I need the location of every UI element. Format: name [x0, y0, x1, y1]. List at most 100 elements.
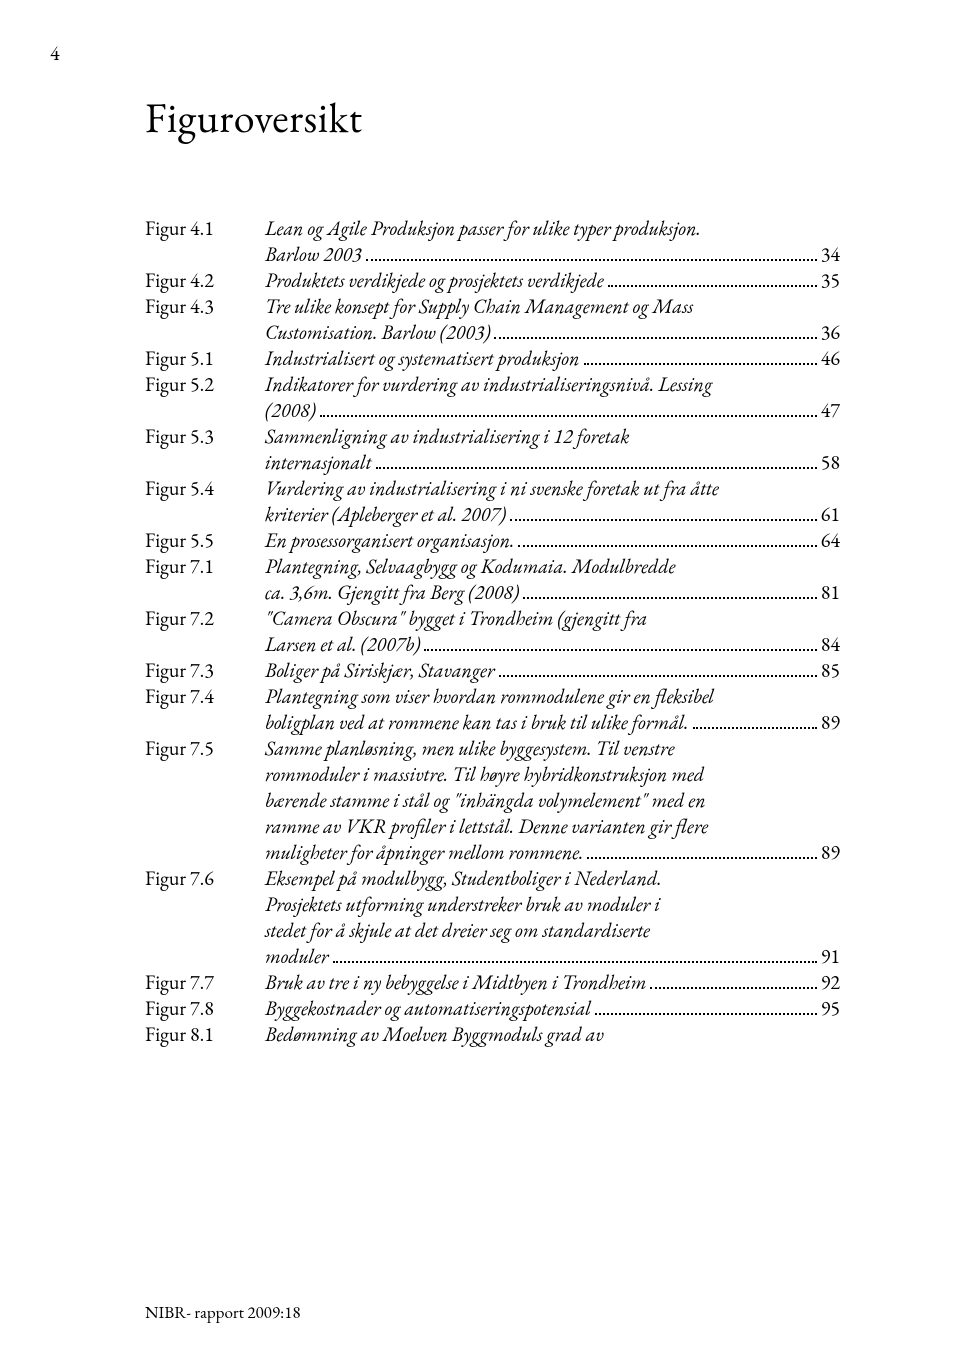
- report-footer: NIBR- rapport 2009:18: [145, 1302, 301, 1324]
- entry-line: stedet for å skjule at det dreier seg om…: [265, 917, 840, 943]
- entry-text: moduler: [265, 943, 329, 969]
- figure-entry: Figur 4.3Tre ulike konsept for Supply Ch…: [145, 293, 840, 345]
- figure-description: Vurdering av industrialisering i ni sven…: [265, 475, 840, 527]
- entry-line: Bruk av tre i ny bebyggelse i Midtbyen i…: [265, 969, 840, 995]
- entry-line: (2008) 47: [265, 397, 840, 423]
- figure-label: Figur 7.8: [145, 995, 265, 1021]
- figure-label: Figur 7.6: [145, 865, 265, 891]
- leader-dots: [587, 841, 816, 859]
- entry-line: Byggekostnader og automatiseringspotensi…: [265, 995, 840, 1021]
- entry-text: Plantegning, Selvaagbygg og Kodumaia. Mo…: [265, 553, 675, 579]
- entry-text: Lean og Agile Produksjon passer for ulik…: [265, 215, 701, 241]
- figure-description: Bruk av tre i ny bebyggelse i Midtbyen i…: [265, 969, 840, 995]
- figure-entry: Figur 5.1Industrialisert og systematiser…: [145, 345, 840, 371]
- figure-label: Figur 5.5: [145, 527, 265, 553]
- figure-label: Figur 7.3: [145, 657, 265, 683]
- figure-description: Bedømming av Moelven Byggmoduls grad av: [265, 1021, 840, 1047]
- leader-dots: [376, 451, 817, 469]
- figure-label: Figur 7.7: [145, 969, 265, 995]
- figure-entry: Figur 7.1Plantegning, Selvaagbygg og Kod…: [145, 553, 840, 605]
- entry-line: Prosjektets utforming understreker bruk …: [265, 891, 840, 917]
- figure-entry: Figur 4.2Produktets verdikjede og prosje…: [145, 267, 840, 293]
- figure-description: Industrialisert og systematisert produks…: [265, 345, 840, 371]
- entry-page: 35: [821, 267, 840, 293]
- entry-text: Samme planløsning, men ulike byggesystem…: [265, 735, 675, 761]
- figure-entry: Figur 5.3Sammenligning av industrialiser…: [145, 423, 840, 475]
- entry-page: 64: [821, 527, 840, 553]
- entry-text: boligplan ved at rommene kan tas i bruk …: [265, 709, 689, 735]
- entry-line: En prosessorganisert organisasjon. 64: [265, 527, 840, 553]
- figure-description: Produktets verdikjede og prosjektets ver…: [265, 267, 840, 293]
- figure-list: Figur 4.1Lean og Agile Produksjon passer…: [145, 215, 840, 1047]
- entry-page: 89: [821, 839, 840, 865]
- entry-page: 89: [821, 709, 840, 735]
- figure-entry: Figur 7.6Eksempel på modulbygg, Studentb…: [145, 865, 840, 969]
- entry-text: Eksempel på modulbygg, Studentboliger i …: [265, 865, 662, 891]
- entry-text: (2008): [265, 397, 316, 423]
- figure-label: Figur 4.1: [145, 215, 265, 241]
- leader-dots: [494, 321, 816, 339]
- entry-page: 46: [821, 345, 840, 371]
- figure-label: Figur 5.2: [145, 371, 265, 397]
- leader-dots: [333, 945, 817, 963]
- figure-entry: Figur 7.7Bruk av tre i ny bebyggelse i M…: [145, 969, 840, 995]
- figure-entry: Figur 7.5Samme planløsning, men ulike by…: [145, 735, 840, 865]
- leader-dots: [693, 711, 817, 729]
- figure-label: Figur 7.4: [145, 683, 265, 709]
- entry-text: Customisation. Barlow (2003): [265, 319, 490, 345]
- entry-page: 81: [821, 579, 840, 605]
- leader-dots: [499, 659, 817, 677]
- entry-line: ca. 3,6m. Gjengitt fra Berg (2008) 81: [265, 579, 840, 605]
- entry-text: Bedømming av Moelven Byggmoduls grad av: [265, 1021, 604, 1047]
- entry-text: rommoduler i massivtre. Til høyre hybrid…: [265, 761, 704, 787]
- figure-description: Plantegning som viser hvordan rommodulen…: [265, 683, 840, 735]
- entry-page: 91: [821, 943, 840, 969]
- entry-line: Plantegning som viser hvordan rommodulen…: [265, 683, 840, 709]
- entry-text: bærende stamme i stål og "inhängda volym…: [265, 787, 706, 813]
- entry-line: Industrialisert og systematisert produks…: [265, 345, 840, 371]
- entry-text: Produktets verdikjede og prosjektets ver…: [265, 267, 604, 293]
- figure-entry: Figur 7.2"Camera Obscura" bygget i Trond…: [145, 605, 840, 657]
- entry-line: Vurdering av industrialisering i ni sven…: [265, 475, 840, 501]
- entry-page: 84: [821, 631, 840, 657]
- figure-label: Figur 7.1: [145, 553, 265, 579]
- entry-text: ca. 3,6m. Gjengitt fra Berg (2008): [265, 579, 519, 605]
- entry-text: muligheter for åpninger mellom rommene.: [265, 839, 583, 865]
- entry-line: Plantegning, Selvaagbygg og Kodumaia. Mo…: [265, 553, 840, 579]
- leader-dots: [650, 971, 816, 989]
- entry-page: 47: [821, 397, 840, 423]
- figure-description: En prosessorganisert organisasjon. 64: [265, 527, 840, 553]
- entry-line: Produktets verdikjede og prosjektets ver…: [265, 267, 840, 293]
- figure-description: Boliger på Siriskjær, Stavanger 85: [265, 657, 840, 683]
- figure-description: Eksempel på modulbygg, Studentboliger i …: [265, 865, 840, 969]
- entry-page: 36: [821, 319, 840, 345]
- page-title: Figuroversikt: [145, 90, 840, 145]
- figure-label: Figur 5.4: [145, 475, 265, 501]
- entry-line: kriterier (Apleberger et al. 2007) 61: [265, 501, 840, 527]
- entry-line: Tre ulike konsept for Supply Chain Manag…: [265, 293, 840, 319]
- entry-text: Sammenligning av industrialisering i 12 …: [265, 423, 629, 449]
- figure-description: Sammenligning av industrialisering i 12 …: [265, 423, 840, 475]
- entry-line: Barlow 2003 34: [265, 241, 840, 267]
- entry-line: Larsen et al. (2007b) 84: [265, 631, 840, 657]
- entry-text: Industrialisert og systematisert produks…: [265, 345, 580, 371]
- entry-text: Plantegning som viser hvordan rommodulen…: [265, 683, 714, 709]
- entry-text: kriterier (Apleberger et al. 2007): [265, 501, 506, 527]
- figure-entry: Figur 7.8Byggekostnader og automatiserin…: [145, 995, 840, 1021]
- entry-page: 34: [821, 241, 840, 267]
- entry-line: muligheter for åpninger mellom rommene. …: [265, 839, 840, 865]
- figure-label: Figur 5.1: [145, 345, 265, 371]
- figure-entry: Figur 4.1Lean og Agile Produksjon passer…: [145, 215, 840, 267]
- figure-entry: Figur 5.5En prosessorganisert organisasj…: [145, 527, 840, 553]
- figure-label: Figur 4.2: [145, 267, 265, 293]
- entry-text: stedet for å skjule at det dreier seg om…: [265, 917, 650, 943]
- entry-line: Boliger på Siriskjær, Stavanger 85: [265, 657, 840, 683]
- entry-line: Customisation. Barlow (2003) 36: [265, 319, 840, 345]
- entry-line: Lean og Agile Produksjon passer for ulik…: [265, 215, 840, 241]
- entry-line: Eksempel på modulbygg, Studentboliger i …: [265, 865, 840, 891]
- entry-page: 92: [821, 969, 840, 995]
- page-number: 4: [50, 40, 60, 66]
- leader-dots: [523, 581, 817, 599]
- figure-entry: Figur 5.2Indikatorer for vurdering av in…: [145, 371, 840, 423]
- figure-description: Plantegning, Selvaagbygg og Kodumaia. Mo…: [265, 553, 840, 605]
